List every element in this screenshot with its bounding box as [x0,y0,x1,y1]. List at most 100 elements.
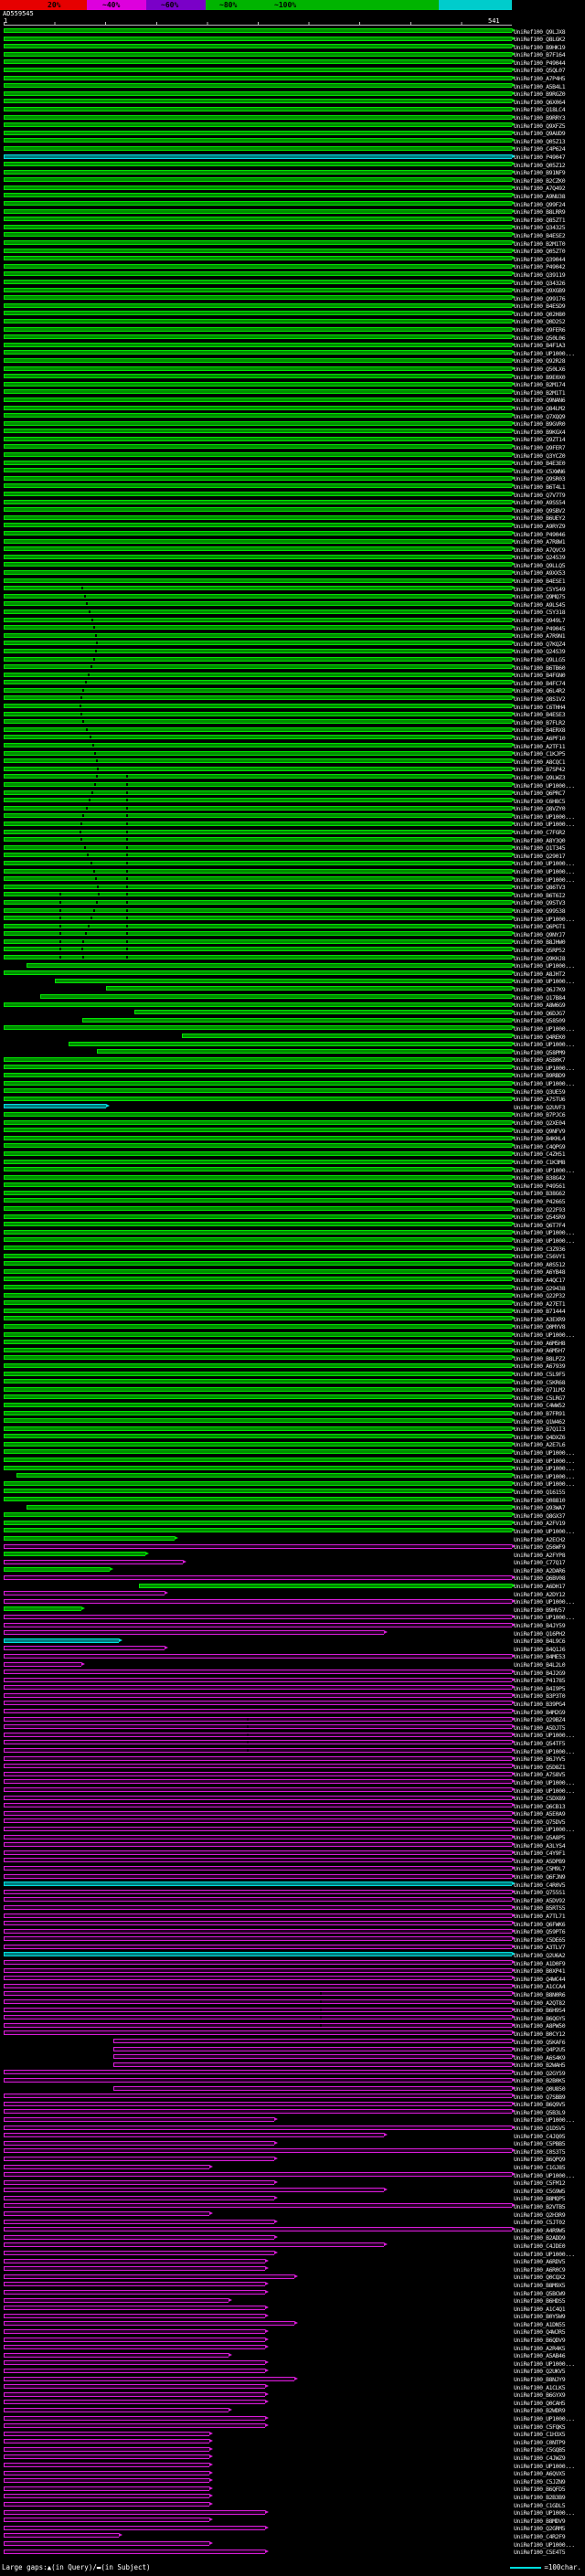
hit-bar[interactable] [4,1709,512,1714]
hit-label[interactable]: UniRef100_Q9SR03 [514,475,566,483]
hit-label[interactable]: UniRef100_A9XX53 [514,569,566,578]
hit-bar[interactable] [4,2306,266,2311]
hit-label[interactable]: UniRef100_B6QFD5 [514,2486,566,2494]
hit-bar[interactable] [4,1826,512,1831]
hit-bar[interactable] [4,1402,512,1407]
hit-bar[interactable] [4,2494,210,2499]
hit-label[interactable]: UniRef100_C5JZN9 [514,2477,566,2486]
hit-bar[interactable] [4,59,512,65]
hit-label[interactable]: UniRef100_Q5KAF6 [514,2038,566,2046]
hit-bar[interactable] [4,1174,512,1180]
hit-bar[interactable] [16,1473,512,1479]
hit-label[interactable]: UniRef100_UP1000... [514,2250,575,2258]
hit-label[interactable]: UniRef100_Q9LJX8 [514,27,566,36]
hit-label[interactable]: UniRef100_B6QGY5 [514,2014,566,2022]
hit-bar[interactable] [4,499,512,504]
hit-bar[interactable] [4,1355,512,1361]
hit-bar[interactable] [4,1536,176,1541]
hit-bar[interactable] [4,83,512,89]
hit-bar[interactable] [4,1088,512,1094]
hit-label[interactable]: UniRef100_B8M9X5 [514,2281,566,2289]
hit-label[interactable]: UniRef100_Q4WJR5 [514,2328,566,2337]
hit-bar[interactable] [4,2463,210,2468]
hit-label[interactable]: UniRef100_Q02H80 [514,310,566,318]
hit-label[interactable]: UniRef100_P49044 [514,58,566,67]
hit-bar[interactable] [4,44,512,49]
hit-bar[interactable] [4,2195,274,2200]
hit-label[interactable]: UniRef100_A8W6G9 [514,1002,566,1010]
hit-label[interactable]: UniRef100_B4FGN0 [514,672,566,680]
hit-label[interactable]: UniRef100_B91NF9 [514,169,566,177]
hit-label[interactable]: UniRef100_Q1W462 [514,1417,566,1426]
hit-label[interactable]: UniRef100_Q5B3L9 [514,2108,566,2116]
hit-bar[interactable] [4,523,512,528]
hit-bar[interactable] [4,758,512,764]
hit-bar[interactable] [4,280,512,284]
hit-bar[interactable] [4,2549,266,2554]
hit-label[interactable]: UniRef100_C5DE65 [514,1935,566,1944]
hit-bar[interactable] [4,1999,512,2005]
hit-bar[interactable] [4,413,512,419]
hit-label[interactable]: UniRef100_A1D0F9 [514,1959,566,1967]
hit-bar[interactable] [4,2203,512,2209]
hit-label[interactable]: UniRef100_A9LS45 [514,600,566,609]
hit-bar[interactable] [4,726,512,732]
hit-label[interactable]: UniRef100_Q9AUD9 [514,130,566,138]
hit-bar[interactable] [4,263,512,269]
hit-bar[interactable] [4,2446,210,2452]
hit-bar[interactable] [4,240,512,246]
hit-label[interactable]: UniRef100_A5DPB9 [514,1857,566,1865]
hit-label[interactable]: UniRef100_C5JT02 [514,2219,566,2227]
hit-bar[interactable] [4,1952,512,1957]
hit-label[interactable]: UniRef100_A5DJT5 [514,1723,566,1732]
hit-label[interactable]: UniRef100_B7FLR2 [514,718,566,726]
hit-bar[interactable] [106,986,512,991]
hit-label[interactable]: UniRef100_UP1000... [514,1527,575,1535]
hit-label[interactable]: UniRef100_A8Y3Q0 [514,836,566,844]
hit-label[interactable]: UniRef100_A2R4K5 [514,2344,566,2352]
hit-bar[interactable] [4,2077,512,2083]
hit-bar[interactable] [4,2321,295,2327]
hit-bar[interactable] [4,405,512,410]
hit-label[interactable]: UniRef100_Q29017 [514,852,566,860]
hit-bar[interactable] [4,1606,82,1612]
hit-label[interactable]: UniRef100_A2QT82 [514,1998,566,2007]
hit-label[interactable]: UniRef100_B38G62 [514,1190,566,1198]
hit-label[interactable]: UniRef100_Q34326 [514,279,566,287]
hit-label[interactable]: UniRef100_B0CY12 [514,2030,566,2038]
hit-label[interactable]: UniRef100_B9KGX4 [514,428,566,436]
hit-label[interactable]: UniRef100_C5G9W5 [514,2187,566,2195]
hit-bar[interactable] [4,1261,512,1267]
hit-bar[interactable] [4,837,512,843]
hit-label[interactable]: UniRef100_UP1000... [514,1614,575,1622]
hit-label[interactable]: UniRef100_Q9SBV2 [514,506,566,514]
hit-bar[interactable] [4,1002,512,1007]
hit-label[interactable]: UniRef100_A8PW50 [514,2022,566,2030]
hit-label[interactable]: UniRef100_Q6L4R2 [514,687,566,695]
hit-bar[interactable] [4,546,512,552]
hit-label[interactable]: UniRef100_Q8VZY0 [514,805,566,813]
hit-bar[interactable] [4,1944,512,1949]
hit-bar[interactable] [4,1732,512,1737]
hit-bar[interactable] [4,1810,512,1816]
hit-label[interactable]: UniRef100_UP1000... [514,821,575,829]
hit-bar[interactable] [4,2502,210,2507]
hit-label[interactable]: UniRef100_A5E0A9 [514,1810,566,1818]
hit-label[interactable]: UniRef100_A3EXR9 [514,1315,566,1323]
hit-bar[interactable] [4,2251,274,2256]
hit-label[interactable]: UniRef100_Q08810 [514,1496,566,1504]
hit-bar[interactable] [4,114,512,120]
hit-bar[interactable] [4,162,512,167]
hit-label[interactable]: UniRef100_UP1000... [514,915,575,923]
hit-bar[interactable] [4,130,512,135]
hit-bar[interactable] [4,1574,512,1580]
hit-bar[interactable] [113,2062,512,2067]
hit-bar[interactable] [4,609,512,614]
hit-bar[interactable] [4,452,512,458]
hit-bar[interactable] [4,2227,512,2232]
hit-label[interactable]: UniRef100_A6PF10 [514,734,566,742]
hit-bar[interactable] [4,2101,512,2106]
hit-bar[interactable] [4,1128,512,1133]
hit-bar[interactable] [4,1991,512,1997]
hit-bar[interactable] [4,664,512,670]
